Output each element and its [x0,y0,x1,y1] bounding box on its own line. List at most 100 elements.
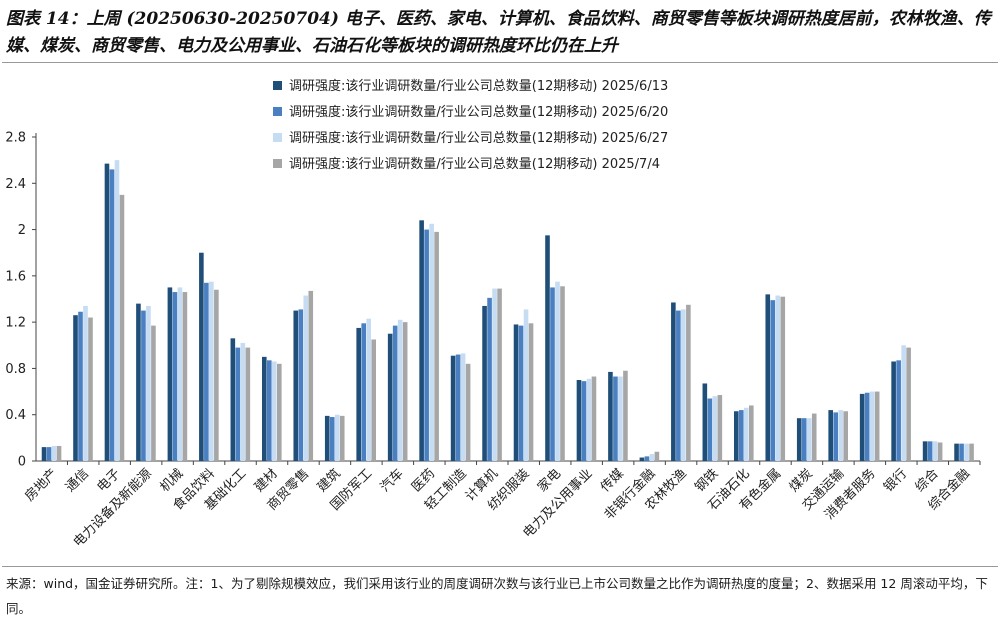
bar [906,347,911,461]
bar [739,410,744,461]
bar [644,456,650,461]
bar [707,398,713,461]
bar [293,310,299,461]
bar [387,333,393,461]
y-tick-label: 2 [18,223,26,238]
bar [712,396,718,461]
bar [182,292,188,461]
bar [796,418,802,461]
bar [51,445,57,461]
bar [702,383,708,461]
bar [801,418,807,461]
bar [969,443,974,461]
bar [806,418,812,461]
bar [487,297,492,461]
bar [78,311,83,461]
bar [775,295,781,461]
category-label: 汽车 [377,466,407,496]
bar [528,323,534,461]
bar [204,282,209,461]
bar [402,322,408,461]
bar [954,443,959,461]
bar [618,376,623,461]
bar [874,391,880,461]
bar [555,281,560,461]
legend-label: 调研强度:该行业调研数量/行业公司总数量(12期移动) 2025/6/13 [289,78,668,94]
bar [686,304,691,461]
legend-label: 调研强度:该行业调研数量/行业公司总数量(12期移动) 2025/6/20 [289,104,668,120]
bar [199,252,204,461]
bar [240,342,246,461]
bar [151,325,156,461]
bar [811,413,817,461]
y-tick-label: 1.6 [5,269,26,284]
bar [576,380,582,461]
bar [119,194,125,461]
bar [586,378,592,461]
bar [146,305,151,461]
bar [828,410,833,461]
bar [46,447,52,461]
bar [245,347,251,461]
bar [114,160,120,461]
legend-swatch [273,133,282,142]
bar [419,220,424,461]
bar [136,303,141,461]
bar [172,292,178,461]
category-label: 房地产 [22,466,61,505]
bar [104,163,110,461]
bar [214,289,219,461]
y-tick-label: 0.4 [5,408,26,423]
bar [465,363,471,461]
bar [339,415,345,461]
bar [770,300,776,461]
category-label: 通信 [63,466,92,495]
bar [765,294,771,461]
bar [891,361,896,461]
y-tick-label: 0 [18,455,26,470]
bar [272,361,277,461]
bar [56,445,62,461]
bar [460,353,466,461]
bar [209,281,214,461]
bar [324,415,330,461]
bar [73,315,78,461]
bar [523,309,529,461]
bar [717,395,723,461]
bar [492,288,497,461]
bar [864,392,870,461]
bar [424,229,429,461]
bar [109,169,115,461]
bar [371,339,376,461]
bar [545,235,550,461]
legend-swatch [273,81,282,90]
legend-label: 调研强度:该行业调研数量/行业公司总数量(12期移动) 2025/6/27 [289,130,668,146]
y-tick-label: 0.8 [5,362,26,377]
bar [591,376,597,461]
bar [550,287,555,461]
bar [838,410,843,461]
bar [230,338,236,461]
bar [298,309,304,461]
bar [88,317,93,461]
source-note: 来源：wind，国金证券研究所。注：1、为了剔除规模效应，我们采用该行业的周度调… [6,576,988,616]
chart-title: 图表 14：上周 (20250630-20250704) 电子、医药、家电、计算… [6,9,991,56]
bar [959,443,964,461]
bar [859,393,865,461]
bar [560,286,565,461]
bar [654,451,660,461]
bar [581,381,587,461]
y-tick-label: 2.4 [5,177,26,192]
bar [167,287,173,461]
bar [482,305,487,461]
bar [780,296,786,461]
bar [177,287,183,461]
bar [434,231,439,461]
bar [83,305,88,461]
bar [676,310,681,461]
bar [267,360,272,461]
legend-swatch [273,159,282,168]
bar [833,412,838,461]
bar [450,355,456,461]
bar [932,441,938,461]
